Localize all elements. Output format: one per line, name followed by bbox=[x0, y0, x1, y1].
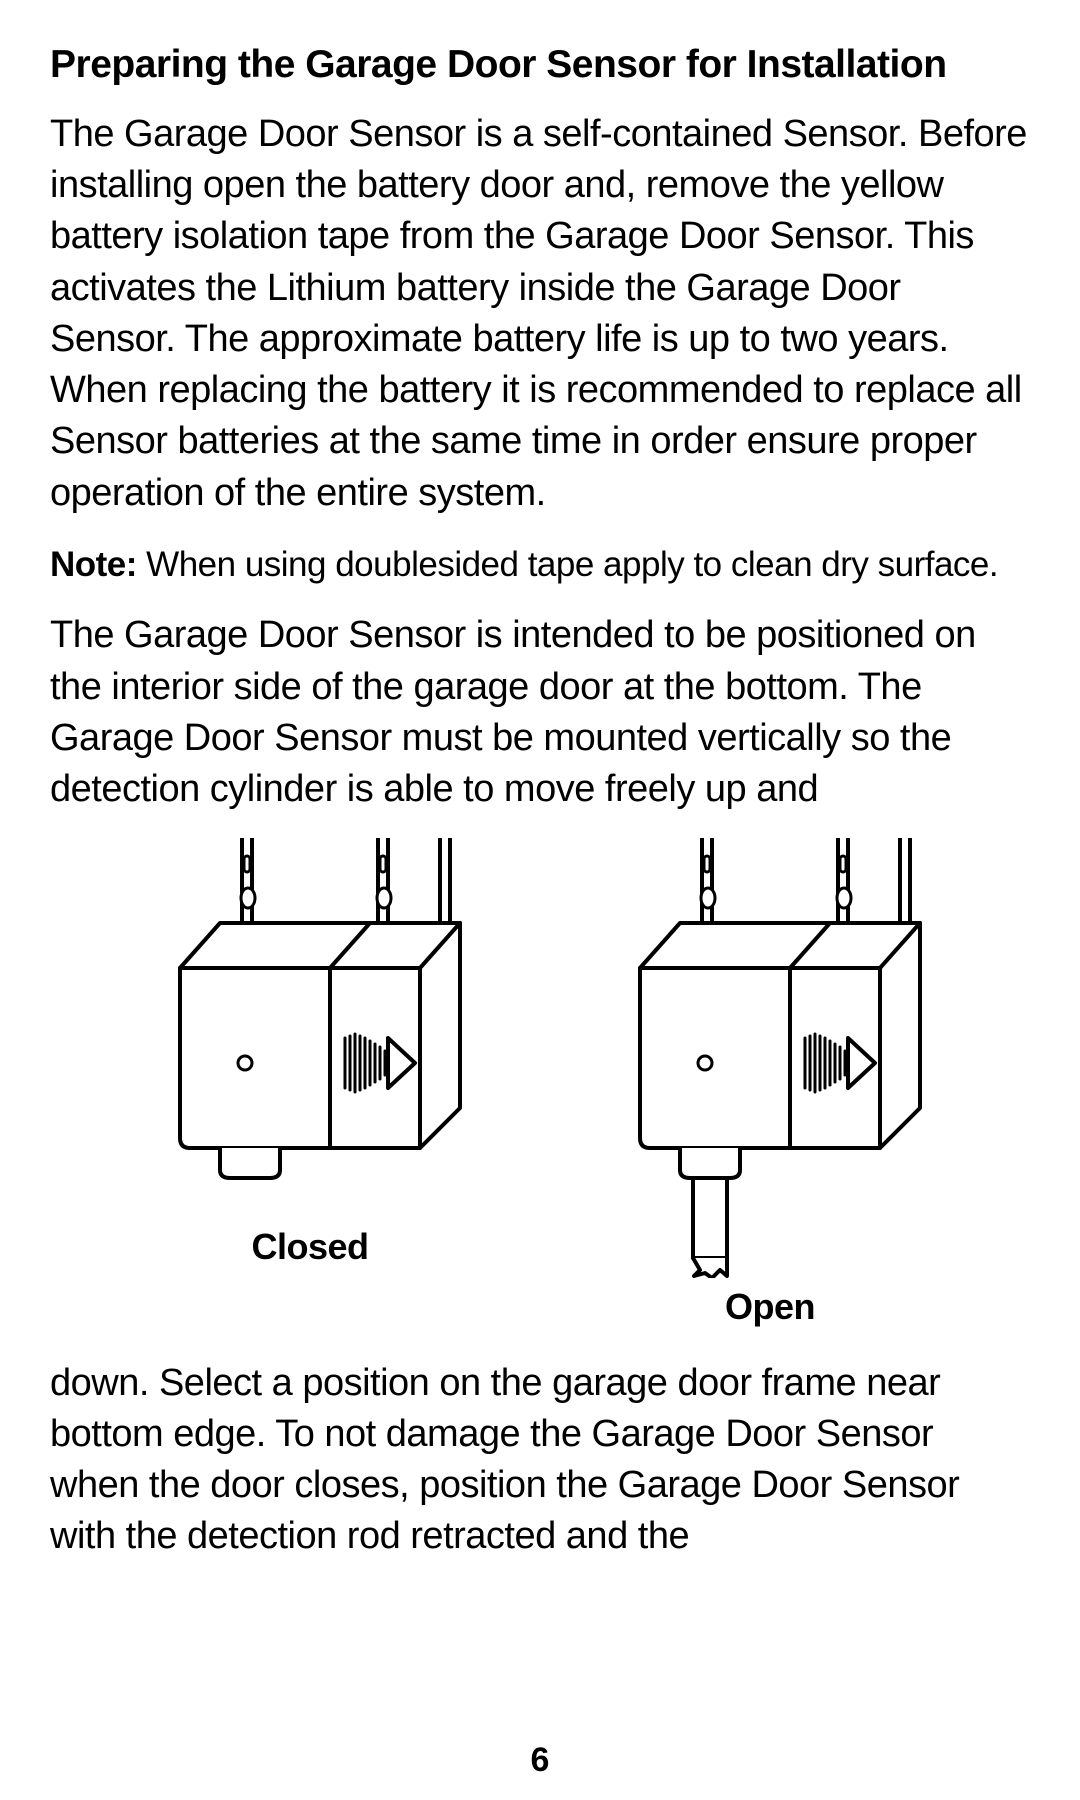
diagram-closed: Closed bbox=[130, 838, 490, 1268]
closed-label: Closed bbox=[251, 1226, 368, 1268]
paragraph-3: down. Select a position on the garage do… bbox=[50, 1358, 1030, 1563]
diagram-open: Open bbox=[590, 838, 950, 1328]
note-text: When using doublesided tape apply to cle… bbox=[137, 545, 998, 584]
paragraph-2: The Garage Door Sensor is intended to be… bbox=[50, 610, 1030, 815]
note-paragraph: Note: When using doublesided tape apply … bbox=[50, 541, 1030, 588]
paragraph-1: The Garage Door Sensor is a self-contain… bbox=[50, 109, 1030, 519]
open-label: Open bbox=[725, 1286, 815, 1328]
note-label: Note: bbox=[50, 545, 137, 584]
sensor-open-icon bbox=[590, 838, 950, 1278]
diagram-row: Closed bbox=[50, 838, 1030, 1328]
sensor-closed-icon bbox=[130, 838, 490, 1218]
section-heading: Preparing the Garage Door Sensor for Ins… bbox=[50, 40, 1030, 91]
page-number: 6 bbox=[0, 1741, 1080, 1780]
